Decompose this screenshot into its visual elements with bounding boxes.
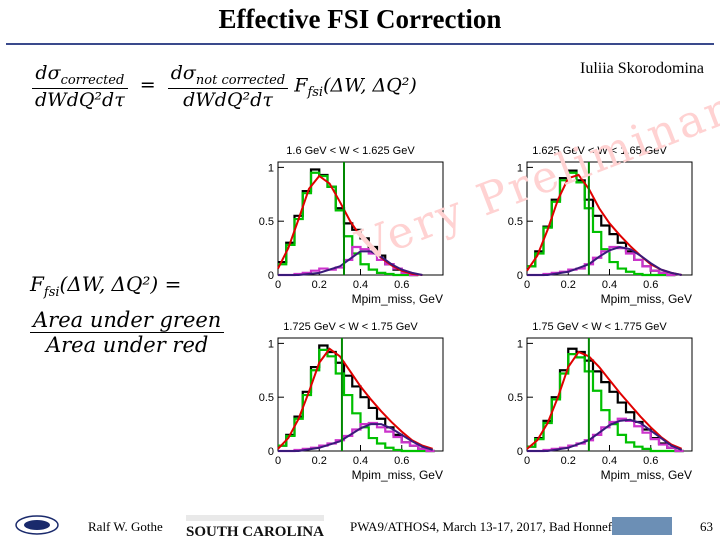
slide-title: Effective FSI Correction bbox=[218, 4, 502, 34]
x-tick-label: 0.2 bbox=[561, 279, 576, 291]
footer-presenter: Ralf W. Gothe bbox=[88, 519, 163, 534]
fsi-lhs-symbol: F bbox=[30, 272, 44, 296]
title-divider bbox=[6, 43, 714, 45]
x-tick-label: 0.6 bbox=[643, 455, 658, 467]
formula-fsi-definition: Ffsi(ΔW, ΔQ²) = Area under green Area un… bbox=[30, 272, 225, 357]
x-tick-label: 0.6 bbox=[643, 279, 658, 291]
fsi-factor-sub: fsi bbox=[307, 85, 324, 101]
x-tick-label: 0.4 bbox=[353, 455, 368, 467]
x-tick-label: 0.2 bbox=[561, 455, 576, 467]
rhs-numerator-sub: not corrected bbox=[195, 72, 286, 88]
conference-logo bbox=[612, 517, 672, 535]
rhs-denominator: dWdQ²dτ bbox=[167, 87, 289, 111]
y-tick-label: 0.5 bbox=[508, 216, 523, 228]
area-denominator: Area under red bbox=[30, 332, 225, 357]
footer-conference: PWA9/ATHOS4, March 13-17, 2017, Bad Honn… bbox=[350, 519, 613, 534]
magenta-hist-series bbox=[527, 245, 676, 277]
magenta-hist-series bbox=[278, 421, 435, 453]
plot-title: 1.6 GeV < W < 1.625 GeV bbox=[286, 145, 415, 157]
x-tick-label: 0 bbox=[275, 455, 281, 467]
lhs-numerator: dσ bbox=[35, 62, 61, 84]
x-axis-label: Mpim_miss, GeV bbox=[601, 292, 692, 306]
red-curve-series bbox=[526, 350, 683, 450]
rhs-numerator: dσ bbox=[170, 62, 196, 84]
plot-title: 1.75 GeV < W < 1.775 GeV bbox=[532, 321, 667, 333]
formula-cross-section: dσcorrected dWdQ²dτ = dσnot corrected dW… bbox=[32, 62, 417, 111]
x-axis-label: Mpim_miss, GeV bbox=[601, 468, 692, 482]
x-axis-label: Mpim_miss, GeV bbox=[352, 292, 443, 306]
page-number: 63 bbox=[700, 519, 713, 534]
plot-title: 1.625 GeV < W < 1.65 GeV bbox=[532, 145, 667, 157]
y-tick-label: 0 bbox=[517, 446, 523, 458]
y-tick-label: 0 bbox=[268, 270, 274, 282]
x-tick-label: 0 bbox=[524, 279, 530, 291]
histogram-plot-1: 1.6 GeV < W < 1.625 GeV 0 0.5 1 0 0.2 0.4 0.6Mp… bbox=[259, 145, 444, 306]
purple-curve-series bbox=[278, 423, 433, 452]
purple-curve-series bbox=[278, 250, 423, 276]
y-tick-label: 0.5 bbox=[259, 392, 274, 404]
fsi-factor-args: (ΔW, ΔQ²) bbox=[323, 74, 417, 97]
x-tick-label: 0.2 bbox=[312, 455, 327, 467]
x-tick-label: 0.2 bbox=[312, 279, 327, 291]
y-tick-label: 0.5 bbox=[508, 392, 523, 404]
black-hist-series bbox=[278, 344, 435, 453]
usc-wordmark: SOUTH CAROLINA bbox=[186, 524, 324, 538]
y-tick-label: 1 bbox=[268, 162, 274, 174]
plot-w-1725-1750: 1.725 GeV < W < 1.75 GeV 0 0.5 1 0 0.2 0.4 0.6 M… bbox=[248, 318, 448, 483]
histogram-plot-4: 1.75 GeV < W < 1.775 GeV 0 0.5 1 0 0.2 0.4 0.6M… bbox=[508, 321, 693, 482]
histogram-plot-2: 1.625 GeV < W < 1.65 GeV 0 0.5 1 0 0.2 0.4 0.6M… bbox=[508, 145, 693, 306]
area-numerator: Area under green bbox=[33, 308, 222, 332]
x-tick-label: 0 bbox=[275, 279, 281, 291]
author-name: Iuliia Skorodomina bbox=[580, 60, 704, 77]
y-tick-label: 0.5 bbox=[259, 216, 274, 228]
red-curve-series bbox=[277, 347, 433, 450]
plot-frame bbox=[526, 337, 693, 452]
fsi-lhs: Ffsi(ΔW, ΔQ²) = bbox=[30, 272, 224, 300]
purple-curve-series bbox=[527, 245, 682, 276]
y-tick-label: 1 bbox=[517, 338, 523, 350]
area-fraction: Area under green Area under red bbox=[30, 308, 225, 357]
rhs-fraction: dσnot corrected dWdQ²dτ bbox=[167, 62, 289, 111]
fsi-lhs-args: (ΔW, ΔQ²) = bbox=[59, 272, 182, 296]
x-tick-label: 0.6 bbox=[394, 279, 409, 291]
x-tick-label: 0.4 bbox=[602, 455, 617, 467]
green-hist-series bbox=[527, 353, 684, 453]
usc-logo: SOUTH CAROLINA bbox=[186, 515, 324, 538]
histogram-plot-3: 1.725 GeV < W < 1.75 GeV 0 0.5 1 0 0.2 0.4 0.6M… bbox=[259, 321, 444, 482]
plot-w-1600-1625: 1.6 GeV < W < 1.625 GeV 0 0.5 1 0 0.2 0.4 0.6 Mp… bbox=[248, 142, 448, 307]
fsi-factor: F bbox=[294, 74, 308, 97]
y-tick-label: 0 bbox=[517, 270, 523, 282]
purple-curve-series bbox=[527, 418, 683, 452]
lhs-fraction: dσcorrected dWdQ²dτ bbox=[32, 62, 128, 111]
lhs-numerator-sub: corrected bbox=[60, 72, 125, 88]
plot-title: 1.725 GeV < W < 1.75 GeV bbox=[283, 321, 418, 333]
plot-w-1750-1775: 1.75 GeV < W < 1.775 GeV 0 0.5 1 0 0.2 0.4 0.6 M… bbox=[497, 318, 697, 483]
y-tick-label: 0 bbox=[268, 446, 274, 458]
x-axis-label: Mpim_miss, GeV bbox=[352, 468, 443, 482]
fsi-lhs-sub: fsi bbox=[43, 285, 60, 300]
green-hist-series bbox=[278, 348, 435, 453]
y-tick-label: 1 bbox=[268, 338, 274, 350]
plot-w-1625-1650: 1.625 GeV < W < 1.65 GeV 0 0.5 1 0 0.2 0.4 0.6 M… bbox=[497, 142, 697, 307]
x-tick-label: 0.6 bbox=[394, 455, 409, 467]
y-tick-label: 1 bbox=[517, 162, 523, 174]
x-tick-label: 0.4 bbox=[353, 279, 368, 291]
x-tick-label: 0.4 bbox=[602, 279, 617, 291]
lhs-denominator: dWdQ²dτ bbox=[32, 87, 128, 111]
clas-logo bbox=[15, 515, 59, 535]
equals-sign: = bbox=[139, 74, 156, 97]
x-tick-label: 0 bbox=[524, 455, 530, 467]
